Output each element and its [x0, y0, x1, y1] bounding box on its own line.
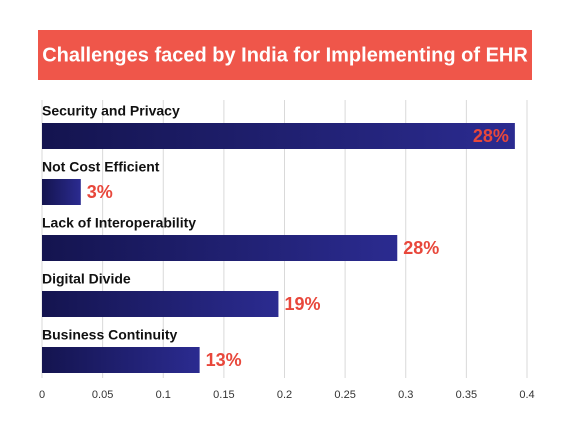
- bar: [42, 123, 515, 149]
- x-tick-label: 0.05: [92, 389, 113, 401]
- category-label: Security and Privacy: [42, 103, 180, 119]
- chart-title: Challenges faced by India for Implementi…: [42, 44, 528, 66]
- bar-annotation: 28%: [473, 126, 509, 146]
- bar-annotation: 19%: [284, 294, 320, 314]
- x-tick-label: 0.25: [334, 389, 355, 401]
- x-tick-label: 0.2: [277, 389, 292, 401]
- category-label: Lack of Interoperability: [42, 215, 196, 231]
- category-label: Digital Divide: [42, 271, 131, 287]
- x-tick-label: 0.3: [398, 389, 413, 401]
- category-label: Business Continuity: [42, 327, 178, 343]
- x-tick-label: 0.15: [213, 389, 234, 401]
- bar-annotation: 28%: [403, 238, 439, 258]
- bar: [42, 235, 398, 261]
- x-tick-label: 0.4: [519, 389, 534, 401]
- x-tick-label: 0.1: [156, 389, 171, 401]
- title-banner: [38, 30, 532, 80]
- category-label: Not Cost Efficient: [42, 159, 160, 175]
- bar-annotation: 3%: [87, 182, 113, 202]
- bar: [42, 291, 279, 317]
- bar: [42, 347, 200, 373]
- bar: [42, 179, 81, 205]
- bar-annotation: 13%: [206, 350, 242, 370]
- x-tick-label: 0: [39, 389, 45, 401]
- x-tick-label: 0.35: [456, 389, 477, 401]
